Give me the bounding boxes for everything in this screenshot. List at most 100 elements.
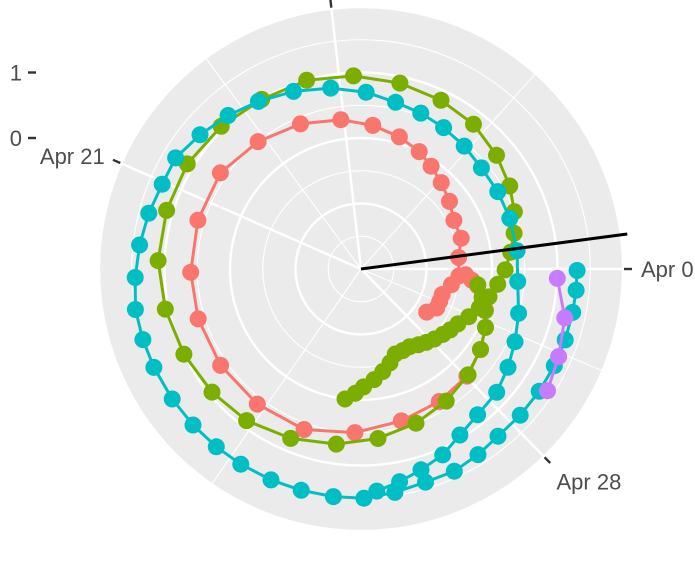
theta-tick-label: Apr 0 [641, 257, 694, 282]
data-point [295, 421, 313, 438]
data-point [410, 143, 428, 161]
data-point [418, 303, 436, 321]
theta-tick-mark [329, 0, 333, 8]
data-point [469, 406, 487, 424]
data-point [509, 273, 527, 290]
data-point [459, 366, 477, 384]
theta-tick-mark [112, 158, 121, 165]
data-point [298, 71, 316, 89]
data-point [539, 382, 556, 400]
theta-tick-label: Apr 28 [556, 469, 621, 494]
series-3 [126, 79, 586, 507]
data-point [182, 263, 200, 281]
data-point [249, 133, 267, 151]
data-point [285, 82, 302, 100]
data-point [131, 236, 149, 254]
data-point [488, 383, 506, 401]
data-point [262, 471, 280, 489]
series-layer [126, 67, 586, 507]
theta-tick-mark [543, 456, 552, 464]
data-point [191, 126, 209, 144]
data-point [451, 426, 469, 444]
data-point [134, 331, 152, 349]
data-point [391, 74, 409, 92]
data-point [412, 461, 430, 479]
data-point [324, 488, 342, 506]
data-point [445, 462, 463, 480]
data-point [432, 91, 450, 109]
data-point [506, 333, 524, 351]
data-point [489, 427, 507, 445]
data-point [175, 345, 193, 363]
grid-spoke-minor [360, 73, 536, 270]
data-point [465, 115, 482, 133]
data-point [211, 164, 229, 182]
data-point [422, 157, 440, 175]
data-point [488, 146, 505, 164]
data-point [357, 83, 375, 101]
data-point [472, 159, 490, 177]
data-point [232, 455, 250, 473]
data-point [336, 390, 354, 408]
grid-spoke-minor [205, 57, 362, 270]
data-point [489, 275, 507, 293]
data-point [480, 288, 498, 306]
data-point [219, 107, 237, 124]
data-point [167, 149, 185, 167]
theta-tick-label: Apr 21 [40, 144, 105, 169]
data-point [391, 473, 409, 491]
data-point [153, 175, 171, 193]
data-point [548, 269, 566, 287]
reference-line-layer [360, 232, 628, 271]
data-point [322, 79, 340, 97]
data-point [556, 309, 574, 327]
data-point [510, 304, 528, 322]
data-point [189, 211, 207, 229]
data-point [126, 269, 144, 286]
data-point [292, 115, 309, 133]
data-point [407, 414, 425, 432]
data-point [501, 209, 519, 227]
grid-lines [97, 5, 625, 533]
data-point [355, 489, 373, 507]
data-point [292, 481, 310, 499]
data-point [346, 424, 364, 442]
data-point [248, 395, 266, 413]
reference-line [360, 232, 628, 271]
data-point [437, 392, 455, 410]
data-point [282, 429, 300, 447]
data-point [364, 116, 382, 134]
data-point [369, 430, 387, 447]
series-2 [149, 67, 523, 453]
r-tick-label: 1 [10, 61, 22, 86]
data-point [212, 356, 230, 374]
series-line [546, 278, 567, 392]
data-point [140, 204, 158, 222]
data-point [189, 310, 207, 328]
data-point [432, 174, 450, 192]
r-tick-label: 0 [10, 126, 22, 151]
data-point [441, 192, 458, 210]
data-point [387, 93, 405, 111]
data-point [207, 438, 225, 456]
data-point [145, 358, 163, 376]
data-point [550, 348, 568, 366]
data-point [149, 252, 167, 270]
data-point [452, 229, 470, 247]
data-point [345, 67, 362, 85]
data-point [156, 300, 174, 318]
grid-spoke-minor [211, 268, 362, 485]
data-point [392, 412, 410, 430]
data-point [434, 446, 452, 464]
data-point [469, 446, 487, 464]
data-point [390, 128, 408, 146]
grid-spoke-major [360, 268, 545, 458]
data-point [477, 318, 494, 336]
data-point [158, 201, 176, 219]
data-point [499, 358, 517, 376]
data-point [489, 183, 507, 201]
data-point [455, 137, 473, 155]
data-point [472, 341, 489, 358]
